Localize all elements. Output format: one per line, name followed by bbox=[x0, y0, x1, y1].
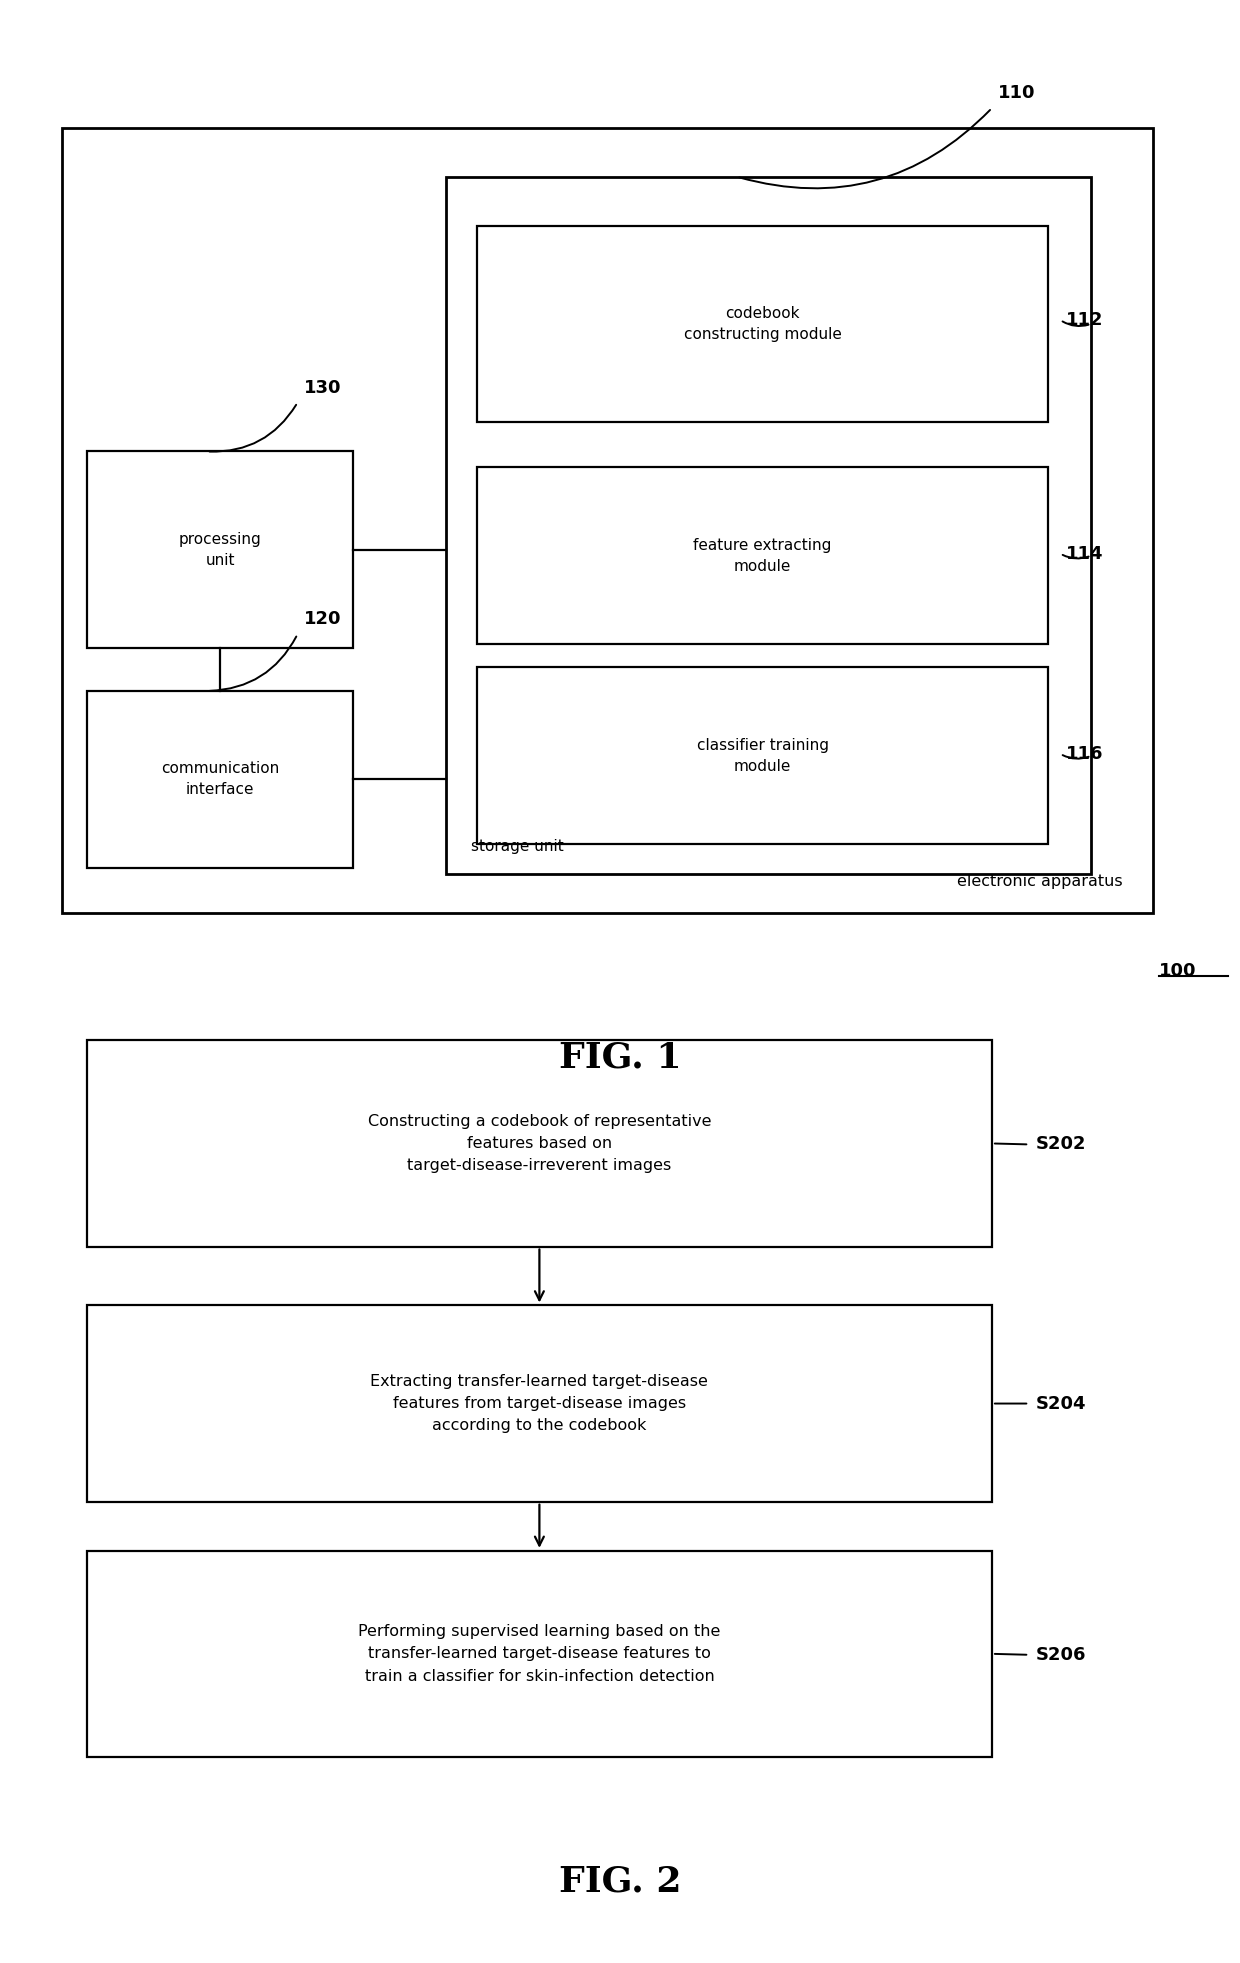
Text: communication
interface: communication interface bbox=[161, 762, 279, 797]
Text: electronic apparatus: electronic apparatus bbox=[956, 874, 1122, 889]
Text: storage unit: storage unit bbox=[471, 838, 564, 854]
Text: FIG. 1: FIG. 1 bbox=[559, 1040, 681, 1074]
Text: classifier training
module: classifier training module bbox=[697, 738, 828, 773]
Text: 116: 116 bbox=[1066, 744, 1104, 764]
Text: 120: 120 bbox=[304, 610, 341, 628]
Text: S206: S206 bbox=[1035, 1645, 1086, 1665]
FancyBboxPatch shape bbox=[477, 467, 1048, 644]
Text: Constructing a codebook of representative
features based on
target-disease-irrev: Constructing a codebook of representativ… bbox=[367, 1113, 712, 1174]
FancyBboxPatch shape bbox=[87, 1305, 992, 1502]
FancyBboxPatch shape bbox=[87, 1551, 992, 1757]
Text: 110: 110 bbox=[998, 84, 1035, 102]
Text: 112: 112 bbox=[1066, 310, 1104, 330]
FancyBboxPatch shape bbox=[477, 667, 1048, 844]
Text: feature extracting
module: feature extracting module bbox=[693, 538, 832, 573]
FancyBboxPatch shape bbox=[87, 1040, 992, 1247]
Text: 130: 130 bbox=[304, 379, 341, 397]
Text: 100: 100 bbox=[1159, 962, 1197, 980]
FancyBboxPatch shape bbox=[87, 451, 353, 648]
Text: Extracting transfer-learned target-disease
features from target-disease images
a: Extracting transfer-learned target-disea… bbox=[371, 1374, 708, 1433]
Text: FIG. 2: FIG. 2 bbox=[559, 1865, 681, 1898]
FancyBboxPatch shape bbox=[62, 128, 1153, 913]
Text: 114: 114 bbox=[1066, 544, 1104, 563]
FancyBboxPatch shape bbox=[87, 691, 353, 868]
Text: S202: S202 bbox=[1035, 1135, 1086, 1154]
FancyBboxPatch shape bbox=[477, 226, 1048, 422]
Text: codebook
constructing module: codebook constructing module bbox=[683, 306, 842, 342]
FancyBboxPatch shape bbox=[446, 177, 1091, 874]
Text: processing
unit: processing unit bbox=[179, 532, 262, 567]
Text: Performing supervised learning based on the
transfer-learned target-disease feat: Performing supervised learning based on … bbox=[358, 1623, 720, 1684]
Text: S204: S204 bbox=[1035, 1394, 1086, 1413]
